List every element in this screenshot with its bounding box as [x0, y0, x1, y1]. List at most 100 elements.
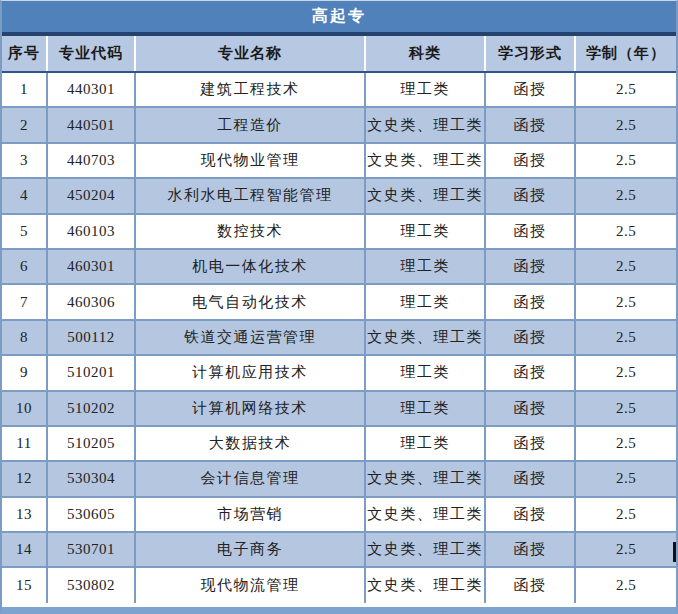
table-cell: 大数据技术	[135, 426, 365, 461]
table-cell: 文史类、理工类	[365, 320, 485, 355]
column-header-3: 科类	[365, 36, 485, 72]
table-row: 9510201计算机应用技术理工类函授2.5	[2, 355, 676, 390]
table-cell: 函授	[485, 143, 575, 178]
table-cell: 理工类	[365, 284, 485, 319]
table-cell: 文史类、理工类	[365, 107, 485, 142]
table-cell: 11	[2, 426, 47, 461]
table-cell: 文史类、理工类	[365, 567, 485, 602]
table-cell: 3	[2, 143, 47, 178]
table-cell: 510202	[47, 391, 135, 426]
table-cell: 2.5	[575, 497, 676, 532]
table-cell: 函授	[485, 284, 575, 319]
table-row: 3440703现代物业管理文史类、理工类函授2.5	[2, 143, 676, 178]
table-cell: 2.5	[575, 143, 676, 178]
table-title: 高起专	[312, 6, 366, 27]
table-cell: 13	[2, 497, 47, 532]
table-cell: 530304	[47, 461, 135, 496]
table-cell: 510205	[47, 426, 135, 461]
table-cell: 14	[2, 532, 47, 567]
column-header-2: 专业名称	[135, 36, 365, 72]
table-cell: 2.5	[575, 426, 676, 461]
table-title-bar: 高起专	[2, 1, 676, 32]
table-cell: 理工类	[365, 72, 485, 107]
table-cell: 2.5	[575, 284, 676, 319]
table-cell: 函授	[485, 214, 575, 249]
table-cell: 函授	[485, 320, 575, 355]
table-cell: 450204	[47, 178, 135, 213]
table-cell: 8	[2, 320, 47, 355]
table-cell: 510201	[47, 355, 135, 390]
table-cell: 水利水电工程智能管理	[135, 178, 365, 213]
table-row: 1440301建筑工程技术理工类函授2.5	[2, 72, 676, 107]
table-cell: 函授	[485, 178, 575, 213]
table-cell: 工程造价	[135, 107, 365, 142]
table-cell: 2.5	[575, 391, 676, 426]
table-cell: 计算机网络技术	[135, 391, 365, 426]
table-cell: 文史类、理工类	[365, 178, 485, 213]
column-header-0: 序号	[2, 36, 47, 72]
table-cell: 2.5	[575, 532, 676, 567]
table-cell: 文史类、理工类	[365, 461, 485, 496]
table-cell: 530605	[47, 497, 135, 532]
table-cell: 市场营销	[135, 497, 365, 532]
table-cell: 理工类	[365, 355, 485, 390]
table-cell: 2.5	[575, 567, 676, 602]
table-row: 6460301机电一体化技术理工类函授2.5	[2, 249, 676, 284]
table-cell: 12	[2, 461, 47, 496]
table-cell: 函授	[485, 249, 575, 284]
table-cell: 理工类	[365, 214, 485, 249]
cursor-artifact	[673, 542, 676, 562]
table-row: 12530304会计信息管理文史类、理工类函授2.5	[2, 461, 676, 496]
table-cell: 9	[2, 355, 47, 390]
table-cell: 15	[2, 567, 47, 602]
table-row: 15530802现代物流管理文史类、理工类函授2.5	[2, 567, 676, 602]
table-cell: 铁道交通运营管理	[135, 320, 365, 355]
table-cell: 函授	[485, 497, 575, 532]
table-row: 2440501工程造价文史类、理工类函授2.5	[2, 107, 676, 142]
table-body: 1440301建筑工程技术理工类函授2.52440501工程造价文史类、理工类函…	[2, 72, 676, 603]
table-row: 14530701电子商务文史类、理工类函授2.5	[2, 532, 676, 567]
table-cell: 理工类	[365, 249, 485, 284]
table-cell: 2.5	[575, 355, 676, 390]
table-cell: 2.5	[575, 214, 676, 249]
table-row: 13530605市场营销文史类、理工类函授2.5	[2, 497, 676, 532]
table-cell: 6	[2, 249, 47, 284]
column-header-4: 学习形式	[485, 36, 575, 72]
table-cell: 2.5	[575, 249, 676, 284]
table-cell: 现代物流管理	[135, 567, 365, 602]
table-row: 7460306电气自动化技术理工类函授2.5	[2, 284, 676, 319]
table-cell: 440703	[47, 143, 135, 178]
table-cell: 530802	[47, 567, 135, 602]
table-cell: 2.5	[575, 461, 676, 496]
table-row: 4450204水利水电工程智能管理文史类、理工类函授2.5	[2, 178, 676, 213]
enrollment-table-sheet: 高起专 序号专业代码专业名称科类学习形式学制（年） 1440301建筑工程技术理…	[0, 0, 678, 614]
table-cell: 函授	[485, 532, 575, 567]
table-cell: 理工类	[365, 391, 485, 426]
table-cell: 机电一体化技术	[135, 249, 365, 284]
column-header-1: 专业代码	[47, 36, 135, 72]
table-cell: 函授	[485, 391, 575, 426]
table-cell: 7	[2, 284, 47, 319]
table-cell: 2.5	[575, 72, 676, 107]
table-cell: 文史类、理工类	[365, 497, 485, 532]
table-cell: 440301	[47, 72, 135, 107]
table-cell: 函授	[485, 426, 575, 461]
table-cell: 理工类	[365, 426, 485, 461]
table-row: 10510202计算机网络技术理工类函授2.5	[2, 391, 676, 426]
table-cell: 文史类、理工类	[365, 143, 485, 178]
table-cell: 1	[2, 72, 47, 107]
table-cell: 现代物业管理	[135, 143, 365, 178]
table-cell: 计算机应用技术	[135, 355, 365, 390]
table-row: 11510205大数据技术理工类函授2.5	[2, 426, 676, 461]
table-cell: 函授	[485, 72, 575, 107]
table-cell: 函授	[485, 355, 575, 390]
table-cell: 500112	[47, 320, 135, 355]
table-cell: 文史类、理工类	[365, 532, 485, 567]
table-cell: 10	[2, 391, 47, 426]
table-cell: 2.5	[575, 320, 676, 355]
table-cell: 5	[2, 214, 47, 249]
table-row: 8500112铁道交通运营管理文史类、理工类函授2.5	[2, 320, 676, 355]
table-cell: 4	[2, 178, 47, 213]
table-row: 5460103数控技术理工类函授2.5	[2, 214, 676, 249]
table-cell: 电子商务	[135, 532, 365, 567]
